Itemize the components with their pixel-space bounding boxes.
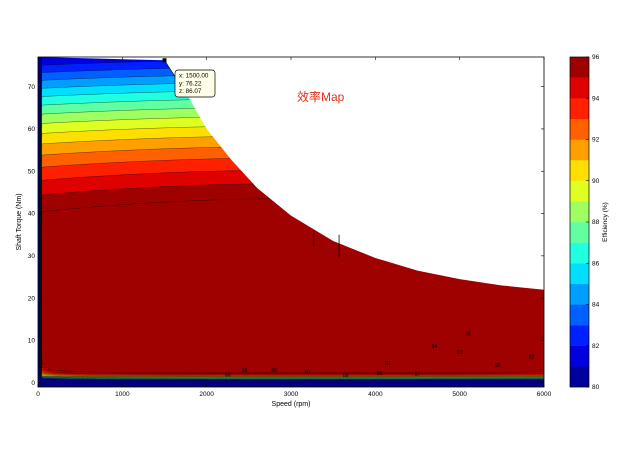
x-tick-label-4000: 4000 xyxy=(368,391,383,398)
colorbar-label: Efficiency (%) xyxy=(602,202,609,242)
y-axis-label: Shaft Torque (Nm) xyxy=(16,193,23,250)
contour-label-9: 93 xyxy=(457,350,463,356)
x-axis-label: Speed (rpm) xyxy=(272,401,311,408)
colorbar-band-83 xyxy=(570,305,589,326)
contour-label-0: 86 xyxy=(225,372,231,378)
colorbar-band-94 xyxy=(570,78,589,99)
colorbar-band-87 xyxy=(570,222,589,243)
colorbar-band-95 xyxy=(570,57,589,78)
colorbar-band-85 xyxy=(570,263,589,284)
contour-label-4: 88 xyxy=(343,373,349,379)
colorbar-band-88 xyxy=(570,201,589,222)
x-tick-label-0: 0 xyxy=(36,391,40,398)
y-tick-label-20: 20 xyxy=(28,295,36,302)
contour-label-2: 88 xyxy=(271,368,277,374)
y-tick-label-60: 60 xyxy=(28,126,36,133)
contour-label-6: 87 xyxy=(415,371,421,377)
colorbar-band-90 xyxy=(570,160,589,181)
colorbar-tick-label-82: 82 xyxy=(592,343,600,350)
x-tick-label-1000: 1000 xyxy=(115,391,130,398)
colorbar-band-92 xyxy=(570,119,589,140)
x-tick-label-5000: 5000 xyxy=(452,391,467,398)
colorbar-band-82 xyxy=(570,325,589,346)
y-tick-label-50: 50 xyxy=(28,168,36,175)
contour-label-3: 87 xyxy=(305,370,311,376)
contour-label-7: 91 xyxy=(385,361,391,367)
x-tick-label-2000: 2000 xyxy=(199,391,214,398)
datatip-y-value: y: 76.22 xyxy=(179,80,202,87)
colorbar-band-84 xyxy=(570,284,589,305)
contour-label-10: 95 xyxy=(465,331,471,337)
colorbar-band-86 xyxy=(570,243,589,264)
colorbar: 80 82 84 86 88 90 92 94 96 xyxy=(570,54,600,391)
colorbar-tick-label-90: 90 xyxy=(592,178,600,185)
colorbar-band-93 xyxy=(570,98,589,119)
colorbar-band-80 xyxy=(570,366,589,387)
colorbar-tick-label-80: 80 xyxy=(592,384,600,391)
colorbar-band-91 xyxy=(570,140,589,161)
contour-label-5: 86 xyxy=(377,371,383,377)
colorbar-tick-label-96: 96 xyxy=(592,54,600,61)
datatip-x-value: x: 1500.00 xyxy=(179,73,209,80)
y-tick-label-70: 70 xyxy=(28,84,36,91)
x-tick-label-6000: 6000 xyxy=(537,391,552,398)
colorbar-tick-label-86: 86 xyxy=(592,260,600,267)
contour-label-8: 94 xyxy=(432,344,438,350)
colorbar-tick-label-92: 92 xyxy=(592,137,600,144)
y-tick-label-10: 10 xyxy=(28,338,36,345)
chart-title: 效率Map xyxy=(297,89,345,104)
contour-label-11: 90 xyxy=(495,363,501,369)
colorbar-band-89 xyxy=(570,181,589,202)
y-tick-label-0: 0 xyxy=(31,380,35,387)
contour-label-1: 88 xyxy=(242,368,248,374)
y-tick-label-30: 30 xyxy=(28,253,36,260)
colorbar-band-81 xyxy=(570,346,589,367)
datatip-z-value: z: 86.07 xyxy=(179,88,202,95)
y-tick-label-40: 40 xyxy=(28,211,36,218)
x-tick-label-3000: 3000 xyxy=(284,391,299,398)
colorbar-tick-label-84: 84 xyxy=(592,302,600,309)
colorbar-tick-label-94: 94 xyxy=(592,95,600,102)
colorbar-tick-label-88: 88 xyxy=(592,219,600,226)
contour-label-12: 92 xyxy=(529,355,535,361)
